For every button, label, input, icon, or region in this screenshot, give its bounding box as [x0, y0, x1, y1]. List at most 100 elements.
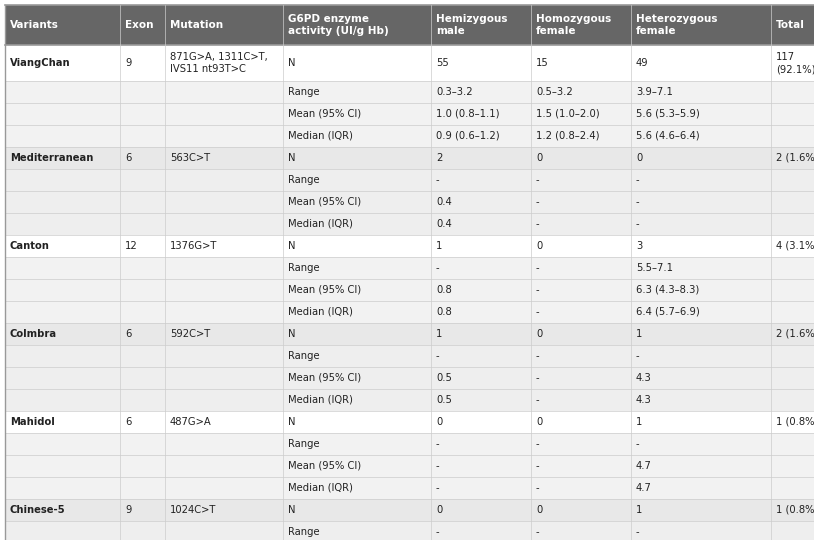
Text: Mean (95% CI): Mean (95% CI) [288, 285, 361, 295]
Text: Mahidol: Mahidol [10, 417, 55, 427]
Text: N: N [288, 329, 295, 339]
Text: 0.5: 0.5 [436, 373, 452, 383]
Text: -: - [636, 175, 640, 185]
Text: -: - [636, 197, 640, 207]
Bar [5, 389, 814, 411]
Text: 6: 6 [125, 417, 131, 427]
Bar [5, 477, 814, 499]
Text: 12: 12 [125, 241, 138, 251]
Text: -: - [536, 351, 540, 361]
Text: -: - [436, 351, 440, 361]
Text: Median (IQR): Median (IQR) [288, 219, 353, 229]
Text: 0.5: 0.5 [436, 395, 452, 405]
Text: Range: Range [288, 87, 320, 97]
Text: 4 (3.1%): 4 (3.1%) [776, 241, 814, 251]
Text: -: - [436, 527, 440, 537]
Bar [5, 455, 814, 477]
Text: 6.3 (4.3–8.3): 6.3 (4.3–8.3) [636, 285, 699, 295]
Bar [5, 45, 814, 81]
Text: -: - [536, 395, 540, 405]
Text: -: - [636, 439, 640, 449]
Text: -: - [536, 197, 540, 207]
Text: 3: 3 [636, 241, 642, 251]
Text: 117
(92.1%): 117 (92.1%) [776, 52, 814, 74]
Bar [5, 5, 814, 45]
Bar [5, 279, 814, 301]
Bar [5, 169, 814, 191]
Text: 0.8: 0.8 [436, 307, 452, 317]
Text: 5.6 (5.3–5.9): 5.6 (5.3–5.9) [636, 109, 700, 119]
Text: 1 (0.8%): 1 (0.8%) [776, 417, 814, 427]
Text: -: - [536, 175, 540, 185]
Text: Colmbra: Colmbra [10, 329, 57, 339]
Text: 6.4 (5.7–6.9): 6.4 (5.7–6.9) [636, 307, 700, 317]
Bar [5, 345, 814, 367]
Text: -: - [536, 439, 540, 449]
Text: G6PD enzyme
activity (UI/g Hb): G6PD enzyme activity (UI/g Hb) [288, 14, 389, 36]
Bar [5, 147, 814, 169]
Text: N: N [288, 417, 295, 427]
Text: 0: 0 [536, 417, 542, 427]
Text: Range: Range [288, 527, 320, 537]
Text: Mediterranean: Mediterranean [10, 153, 94, 163]
Text: 0: 0 [536, 153, 542, 163]
Text: Chinese-5: Chinese-5 [10, 505, 66, 515]
Text: Mean (95% CI): Mean (95% CI) [288, 461, 361, 471]
Text: 487G>A: 487G>A [170, 417, 212, 427]
Bar [5, 235, 814, 257]
Bar [5, 301, 814, 323]
Text: 0.4: 0.4 [436, 197, 452, 207]
Text: ViangChan: ViangChan [10, 58, 71, 68]
Text: Median (IQR): Median (IQR) [288, 395, 353, 405]
Text: 0.9 (0.6–1.2): 0.9 (0.6–1.2) [436, 131, 500, 141]
Text: Mean (95% CI): Mean (95% CI) [288, 109, 361, 119]
Text: 563C>T: 563C>T [170, 153, 210, 163]
Text: -: - [436, 483, 440, 493]
Text: 1024C>T: 1024C>T [170, 505, 217, 515]
Text: -: - [636, 219, 640, 229]
Text: 5.5–7.1: 5.5–7.1 [636, 263, 673, 273]
Text: Variants: Variants [10, 20, 59, 30]
Text: 0.4: 0.4 [436, 219, 452, 229]
Text: -: - [536, 527, 540, 537]
Text: -: - [436, 175, 440, 185]
Text: Total: Total [776, 20, 805, 30]
Text: 0.3–3.2: 0.3–3.2 [436, 87, 473, 97]
Text: 1 (0.8%: 1 (0.8% [776, 505, 814, 515]
Text: 15: 15 [536, 58, 549, 68]
Text: -: - [436, 263, 440, 273]
Text: 9: 9 [125, 505, 131, 515]
Text: 9: 9 [125, 58, 131, 68]
Text: N: N [288, 153, 295, 163]
Bar [5, 521, 814, 540]
Bar [5, 323, 814, 345]
Text: 5.6 (4.6–6.4): 5.6 (4.6–6.4) [636, 131, 699, 141]
Text: N: N [288, 505, 295, 515]
Text: 0: 0 [536, 505, 542, 515]
Text: -: - [436, 461, 440, 471]
Text: 592C>T: 592C>T [170, 329, 210, 339]
Text: 1.2 (0.8–2.4): 1.2 (0.8–2.4) [536, 131, 599, 141]
Bar [5, 213, 814, 235]
Bar [5, 433, 814, 455]
Text: 3.9–7.1: 3.9–7.1 [636, 87, 673, 97]
Text: Range: Range [288, 351, 320, 361]
Text: 0: 0 [536, 329, 542, 339]
Text: -: - [536, 219, 540, 229]
Text: 2: 2 [436, 153, 442, 163]
Text: N: N [288, 241, 295, 251]
Text: 0.8: 0.8 [436, 285, 452, 295]
Text: Range: Range [288, 439, 320, 449]
Text: 4.7: 4.7 [636, 461, 652, 471]
Text: Median (IQR): Median (IQR) [288, 307, 353, 317]
Text: 1376G>T: 1376G>T [170, 241, 217, 251]
Text: Mutation: Mutation [170, 20, 223, 30]
Text: 4.7: 4.7 [636, 483, 652, 493]
Text: 0: 0 [436, 505, 442, 515]
Text: 4.3: 4.3 [636, 373, 652, 383]
Text: Median (IQR): Median (IQR) [288, 131, 353, 141]
Text: 0.5–3.2: 0.5–3.2 [536, 87, 573, 97]
Text: 6: 6 [125, 153, 131, 163]
Text: 871G>A, 1311C>T,
IVS11 nt93T>C: 871G>A, 1311C>T, IVS11 nt93T>C [170, 52, 268, 74]
Text: 49: 49 [636, 58, 649, 68]
